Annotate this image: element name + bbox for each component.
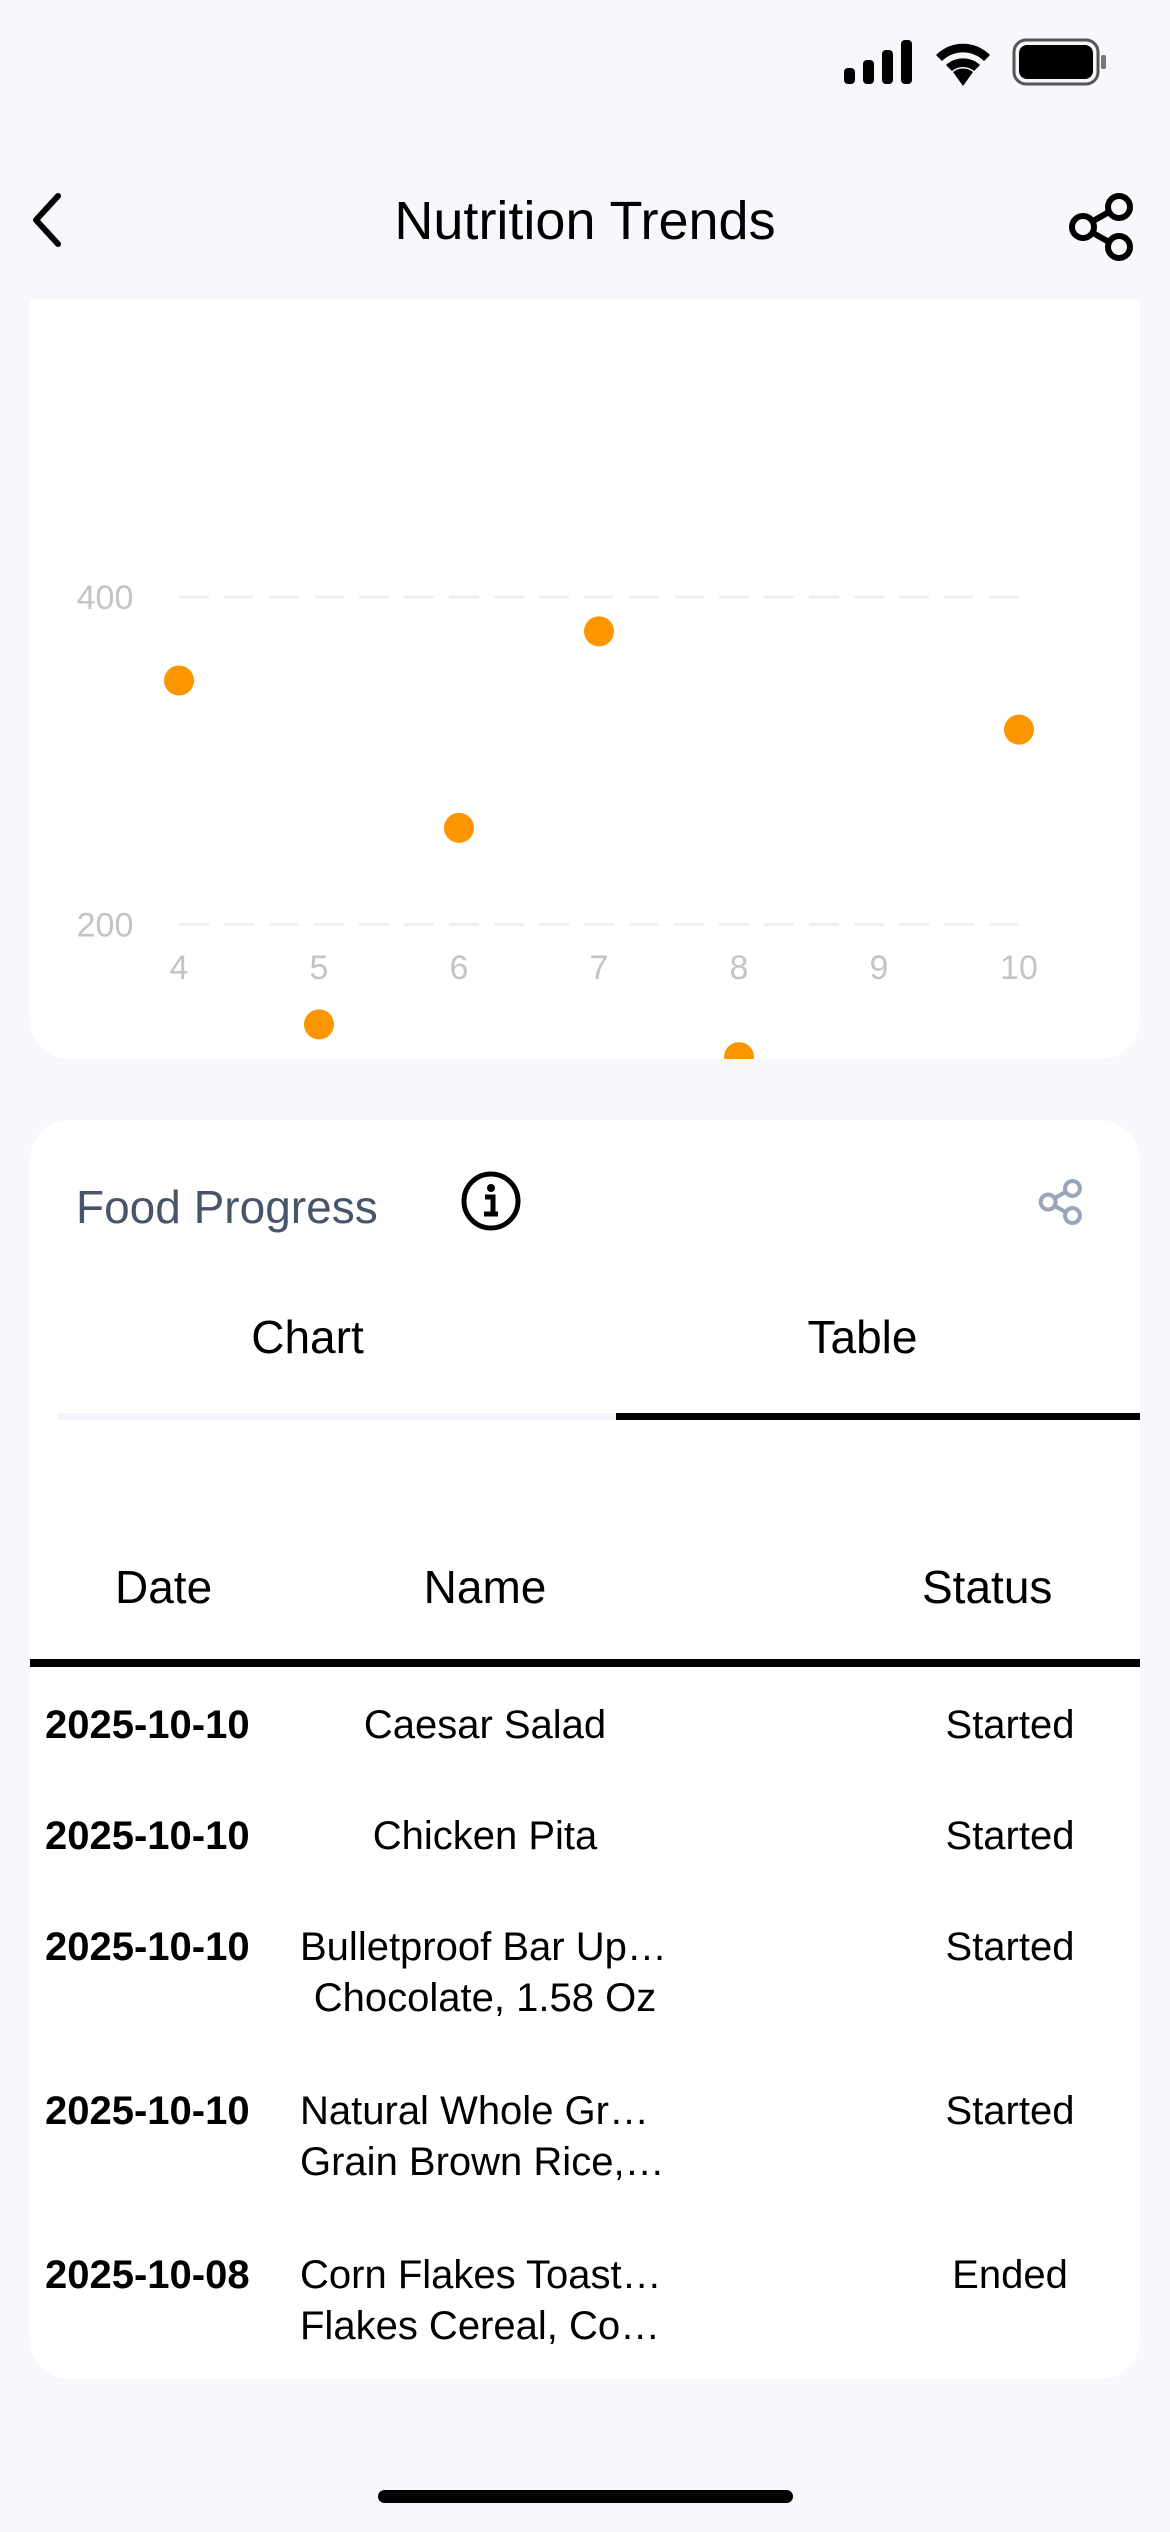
signal-icon	[844, 40, 912, 84]
page-title: Nutrition Trends	[394, 191, 776, 251]
data-point	[164, 665, 194, 696]
row-date: 2025-10-10	[45, 2089, 250, 2133]
wifi-icon	[936, 43, 990, 86]
share-button[interactable]	[1065, 190, 1139, 264]
food-progress-card: Food Progress Chart Table Date Name Stat…	[30, 1120, 1140, 2379]
row-date: 2025-10-10	[45, 1703, 250, 1747]
column-header-date[interactable]: Date	[115, 1561, 213, 1613]
column-header-status[interactable]: Status	[922, 1561, 1053, 1613]
chart-card: 200 400 4 5 6 7 8 9 10	[30, 299, 1140, 1254]
row-status: Started	[945, 2089, 1075, 2133]
row-date: 2025-10-10	[45, 1925, 250, 1969]
row-date: 2025-10-10	[45, 1814, 250, 1858]
tab-indicator-active	[616, 1413, 1140, 1420]
status-bar	[844, 38, 1108, 86]
row-name-line: Natural Whole Grain Long	[300, 2089, 670, 2133]
column-header-name[interactable]: Name	[423, 1561, 547, 1613]
row-date: 2025-10-08	[45, 2253, 250, 2297]
data-point	[304, 1009, 334, 1040]
home-indicator[interactable]	[378, 2490, 793, 2503]
tab-indicator-inactive	[58, 1413, 645, 1420]
row-name-line: Chocolate, 1.58 Oz	[313, 1976, 657, 2020]
x-tick-label: 10	[1000, 949, 1038, 987]
x-tick-label: 4	[170, 949, 189, 987]
x-tick-label: 7	[590, 949, 609, 987]
row-name: Chicken Pita	[300, 1811, 670, 1862]
table-header-divider	[30, 1659, 1140, 1667]
row-status: Ended	[952, 2253, 1068, 2297]
data-point	[724, 1042, 754, 1073]
x-tick-label: 9	[870, 949, 889, 987]
y-tick-label: 400	[77, 579, 134, 617]
food-progress-title: Food Progress	[76, 1181, 378, 1233]
row-name-line: Bulletproof Bar Upgraded	[300, 1925, 670, 1969]
row-name: Natural Whole Grain Long Grain Brown Rice…	[300, 2086, 670, 2188]
row-status: Started	[945, 1814, 1075, 1858]
row-name: Corn Flakes Toasted Corn Flakes Cereal, C…	[300, 2250, 670, 2352]
x-tick-label: 5	[310, 949, 329, 987]
row-status: Started	[945, 1703, 1075, 1747]
data-point	[584, 616, 614, 647]
row-name-line: Chicken Pita	[372, 1814, 598, 1858]
x-tick-label: 6	[450, 949, 469, 987]
row-name-line: Flakes Cereal, Corn Flakes	[300, 2304, 670, 2348]
data-point	[1004, 714, 1034, 745]
scatter-chart: 200 400 4 5 6 7 8 9 10	[77, 579, 1038, 1254]
x-tick-label: 8	[730, 949, 749, 987]
info-icon[interactable]	[460, 1170, 522, 1232]
data-point	[444, 812, 474, 843]
y-tick-label: 200	[77, 907, 134, 945]
share-icon-small[interactable]	[1036, 1177, 1086, 1227]
row-name-line: Grain Brown Rice, Whole…	[300, 2140, 670, 2184]
row-name: Bulletproof Bar Upgraded Chocolate, 1.58 …	[300, 1922, 670, 2024]
tab-chart[interactable]: Chart	[251, 1311, 364, 1363]
row-name-line: Corn Flakes Toasted Corn	[300, 2253, 670, 2297]
back-button[interactable]	[28, 190, 68, 250]
row-name: Caesar Salad	[300, 1700, 670, 1751]
tab-table[interactable]: Table	[807, 1311, 918, 1363]
row-name-line: Caesar Salad	[363, 1703, 607, 1747]
battery-icon	[1012, 38, 1106, 86]
row-status: Started	[945, 1925, 1075, 1969]
